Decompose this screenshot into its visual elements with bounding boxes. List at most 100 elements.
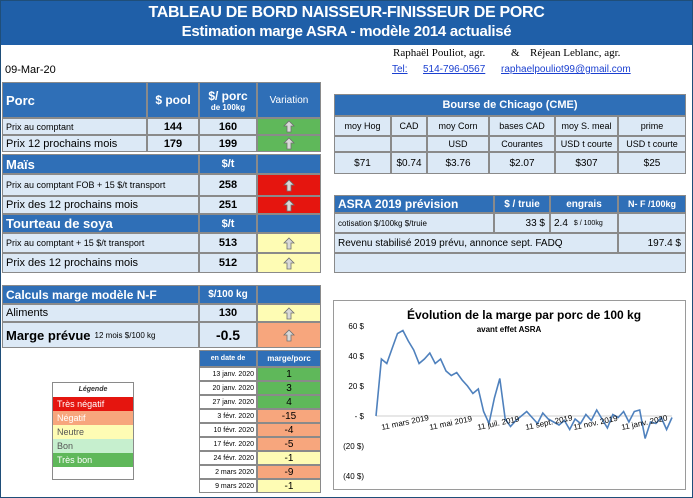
phone-link[interactable]: 514-796-0567 — [423, 64, 486, 75]
porc-row-trend — [257, 118, 321, 135]
asra-title: ASRA 2019 prévision — [334, 195, 494, 213]
soya-row-trend — [257, 253, 321, 273]
history-date-header: en date de — [199, 350, 257, 367]
porc-row-label: Prix 12 prochains mois — [2, 135, 147, 152]
up-arrow-icon — [283, 256, 295, 269]
y-tick-label: (20 $) — [343, 442, 364, 451]
mais-row-label: Prix des 12 prochains mois — [2, 196, 199, 214]
history-row-value: 3 — [257, 381, 321, 395]
page-title: TABLEAU DE BORD NAISSEUR-FINISSEUR DE PO… — [148, 4, 545, 21]
engrais-value: 2.4 — [554, 217, 568, 229]
history-row-value: -1 — [257, 479, 321, 493]
tel-label: Tel: — [392, 64, 408, 75]
engrais-cell: 2.4 $ / 100kg — [550, 213, 618, 233]
asra-blank-cell — [618, 213, 686, 233]
mais-row-value: 258 — [199, 174, 257, 196]
legend-box: Légende Très négatif Négatif Neutre Bon Très… — [52, 382, 134, 480]
up-arrow-icon — [283, 198, 295, 211]
engrais-unit: $ / 100kg — [573, 219, 603, 227]
aliments-trend — [257, 304, 321, 322]
chicago-header: CAD — [391, 116, 427, 136]
legend-item: Très négatif — [53, 397, 133, 411]
up-arrow-icon — [283, 178, 295, 191]
legend-item: Bon — [53, 439, 133, 453]
calculs-unit: $/100 kg — [199, 285, 257, 304]
x-tick-label: 11 nov. 2019 — [573, 414, 619, 432]
porc-row-trend — [257, 135, 321, 152]
history-row-value: -9 — [257, 465, 321, 479]
porc-price-header-b: de 100kg — [210, 102, 246, 112]
up-arrow-icon — [283, 306, 295, 319]
history-row-value: -4 — [257, 423, 321, 437]
legend-list: Très négatif Négatif Neutre Bon Très bon — [53, 397, 133, 467]
chicago-value: $0.74 — [391, 152, 427, 174]
email-link[interactable]: raphaelpouliot99@gmail.com — [501, 64, 631, 75]
author-1: Raphaël Pouliot, agr. — [393, 47, 486, 59]
calculs-title: Calculs marge modèle N-F — [2, 285, 199, 304]
soya-row-label: Prix au comptant + 15 $/t transport — [2, 233, 199, 253]
history-row-date: 20 janv. 2020 — [199, 381, 257, 395]
history-row-date: 13 janv. 2020 — [199, 367, 257, 381]
mais-header-blank — [257, 154, 321, 174]
y-tick-label: - $ — [355, 412, 365, 421]
author-2: Réjean Leblanc, agr. — [530, 47, 621, 59]
legend-item: Très bon — [53, 453, 133, 467]
legend-item: Neutre — [53, 425, 133, 439]
history-row-date: 9 mars 2020 — [199, 479, 257, 493]
chicago-header: prime — [618, 116, 686, 136]
soya-title: Tourteau de soya — [2, 214, 199, 233]
author-separator: & — [511, 47, 520, 59]
chart-title: Évolution de la marge par porc de 100 kg — [407, 307, 641, 322]
cotisation-value: 33 $ — [494, 213, 550, 233]
porc-pool-header: $ pool — [147, 82, 199, 118]
porc-row-value: 199 — [199, 135, 257, 152]
porc-price-header-a: $/ porc — [208, 88, 248, 103]
aliments-label: Aliments — [2, 304, 199, 322]
calculs-header-blank — [257, 285, 321, 304]
soya-row-trend — [257, 233, 321, 253]
x-tick-label: 11 mai 2019 — [429, 414, 474, 432]
chicago-unit: USD t courte — [555, 136, 618, 152]
history-row-value: 4 — [257, 395, 321, 409]
y-tick-label: 40 $ — [348, 352, 364, 361]
report-date: 09-Mar-20 — [5, 64, 56, 76]
asra-empty-row — [334, 253, 686, 273]
chicago-unit — [391, 136, 427, 152]
chicago-header: moy Corn — [427, 116, 489, 136]
legend-title: Légende — [78, 386, 108, 393]
chicago-value: $25 — [618, 152, 686, 174]
mais-title: Maïs — [2, 154, 199, 174]
aliments-value: 130 — [199, 304, 257, 322]
history-row-date: 2 mars 2020 — [199, 465, 257, 479]
up-arrow-icon — [283, 137, 295, 150]
page-subtitle: Estimation marge ASRA - modèle 2014 actu… — [181, 23, 512, 40]
y-tick-label: 60 $ — [348, 322, 364, 331]
page-header: TABLEAU DE BORD NAISSEUR-FINISSEUR DE PO… — [1, 1, 692, 45]
soya-unit: $/t — [199, 214, 257, 233]
soya-header-blank — [257, 214, 321, 233]
asra-col3: N- F /100kg — [618, 195, 686, 213]
history-row-value: -5 — [257, 437, 321, 451]
marge-label-cell: Marge prévue 12 mois $/100 kg — [2, 322, 199, 348]
chicago-header: moy S. meal — [555, 116, 618, 136]
mais-row-label: Prix au comptant FOB + 15 $/t transport — [2, 174, 199, 196]
history-row-date: 27 janv. 2020 — [199, 395, 257, 409]
porc-title: Porc — [2, 82, 147, 118]
marge-value: -0.5 — [199, 322, 257, 348]
margin-chart: Évolution de la marge par porc de 100 kg… — [343, 307, 673, 481]
chicago-value: $2.07 — [489, 152, 555, 174]
chart-subtitle: avant effet ASRA — [477, 325, 542, 334]
revenu-value: 197.4 $ — [618, 233, 686, 253]
mais-row-value: 251 — [199, 196, 257, 214]
marge-suffix: 12 mois $/100 kg — [94, 330, 156, 340]
chicago-unit: Courantes — [489, 136, 555, 152]
chicago-title: Bourse de Chicago (CME) — [334, 94, 686, 116]
legend-item: Négatif — [53, 411, 133, 425]
chicago-unit: USD — [427, 136, 489, 152]
history-row-date: 3 févr. 2020 — [199, 409, 257, 423]
history-row-value: -1 — [257, 451, 321, 465]
mais-row-trend — [257, 196, 321, 214]
chicago-value: $3.76 — [427, 152, 489, 174]
soya-row-value: 513 — [199, 233, 257, 253]
asra-col1: $ / truie — [494, 195, 550, 213]
